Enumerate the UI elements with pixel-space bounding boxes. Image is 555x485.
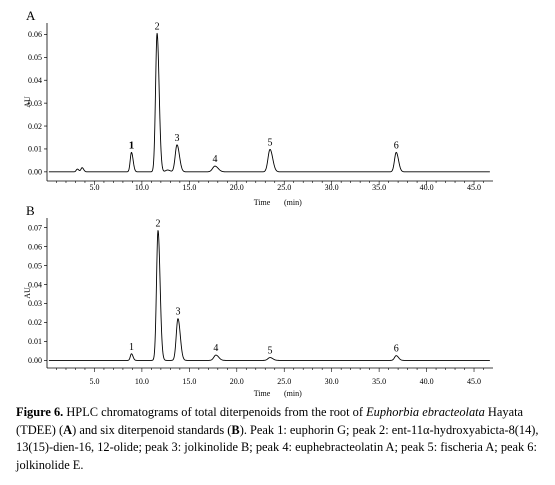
x-axis-title: Time <box>254 198 271 207</box>
y-tick-label: 0.00 <box>28 356 42 365</box>
x-tick-label: 10.0 <box>135 183 149 192</box>
peak-label: 5 <box>268 346 273 357</box>
y-tick-label: 0.07 <box>28 223 42 232</box>
panel-letter: B <box>26 203 35 218</box>
chromatogram-panel-a: A 0.00 0.01 0.02 0.03 0.04 0.05 0.06 5.0 10.0 15.0… <box>23 8 493 207</box>
peak-label: 5 <box>268 137 273 148</box>
chromatogram-trace <box>48 230 491 361</box>
x-tick-label: 5.0 <box>89 183 99 192</box>
caption-text-2: Hayata (TDEE) ( <box>16 405 524 437</box>
x-axis-title: Time <box>254 389 271 398</box>
caption-text-3: ) and six diterpenoid standards ( <box>72 422 232 437</box>
peak-label: 2 <box>155 21 160 32</box>
peak-label: 6 <box>394 344 399 355</box>
y-tick-label: 0.00 <box>28 168 42 177</box>
caption-label-b: B <box>231 422 240 437</box>
x-tick-label: 35.0 <box>372 377 386 386</box>
peak-label: 3 <box>175 133 180 144</box>
caption-species: Euphorbia ebracteolata <box>366 405 485 419</box>
x-tick-label: 15.0 <box>182 377 196 386</box>
y-tick-label: 0.02 <box>28 122 42 131</box>
y-tick-label: 0.04 <box>28 280 42 289</box>
x-tick-label: 10.0 <box>135 377 149 386</box>
peak-label: 4 <box>213 343 218 354</box>
y-tick-label: 0.05 <box>28 53 42 62</box>
peak-label: 6 <box>394 140 399 151</box>
y-tick-label: 0.01 <box>28 337 42 346</box>
peak-label: 2 <box>156 218 161 229</box>
y-tick-label: 0.02 <box>28 318 42 327</box>
x-tick-label: 40.0 <box>420 183 434 192</box>
y-tick-label: 0.06 <box>28 30 42 39</box>
x-tick-label: 45.0 <box>467 377 481 386</box>
caption-label-a: A <box>63 422 73 437</box>
peak-label: 4 <box>212 154 217 165</box>
x-tick-label: 35.0 <box>372 183 386 192</box>
panel-letter: A <box>26 8 36 23</box>
x-tick-label: 20.0 <box>230 183 244 192</box>
x-tick-label: 20.0 <box>230 377 244 386</box>
x-tick-label: 25.0 <box>277 183 291 192</box>
y-tick-label: 0.01 <box>28 145 42 154</box>
x-tick-label: 30.0 <box>325 183 339 192</box>
y-tick-label: 0.06 <box>28 242 42 251</box>
chromatogram-panel-b: B 0.00 0.01 0.02 0.03 0.04 0.05 0.06 0.07 5.0 10.0… <box>23 203 493 398</box>
y-tick-label: 0.03 <box>28 99 42 108</box>
caption-text-1: HPLC chromatograms of total diterpenoids… <box>63 405 367 419</box>
x-tick-label: 15.0 <box>182 183 196 192</box>
x-tick-label: 45.0 <box>467 183 481 192</box>
peak-label: 1 <box>129 342 134 353</box>
y-tick-label: 0.03 <box>28 299 42 308</box>
caption-title: Figure 6. <box>16 405 64 419</box>
peak-label: 1 <box>129 139 135 151</box>
y-axis-title: AU <box>23 287 32 299</box>
chromatogram-trace <box>48 32 491 173</box>
x-axis-unit: (min) <box>284 198 302 207</box>
x-tick-label: 5.0 <box>89 377 99 386</box>
x-axis-unit: (min) <box>284 389 302 398</box>
y-tick-label: 0.04 <box>28 76 42 85</box>
x-tick-label: 25.0 <box>277 377 291 386</box>
x-tick-label: 30.0 <box>325 377 339 386</box>
y-axis-title: AU <box>23 96 32 108</box>
y-tick-label: 0.05 <box>28 261 42 270</box>
x-tick-label: 40.0 <box>420 377 434 386</box>
figure-caption: Figure 6. HPLC chromatograms of total di… <box>16 404 546 474</box>
peak-label: 3 <box>175 307 180 318</box>
caption-text-4: ). Peak 1: euphorin G; peak 2: ent-11α-h… <box>16 422 539 472</box>
